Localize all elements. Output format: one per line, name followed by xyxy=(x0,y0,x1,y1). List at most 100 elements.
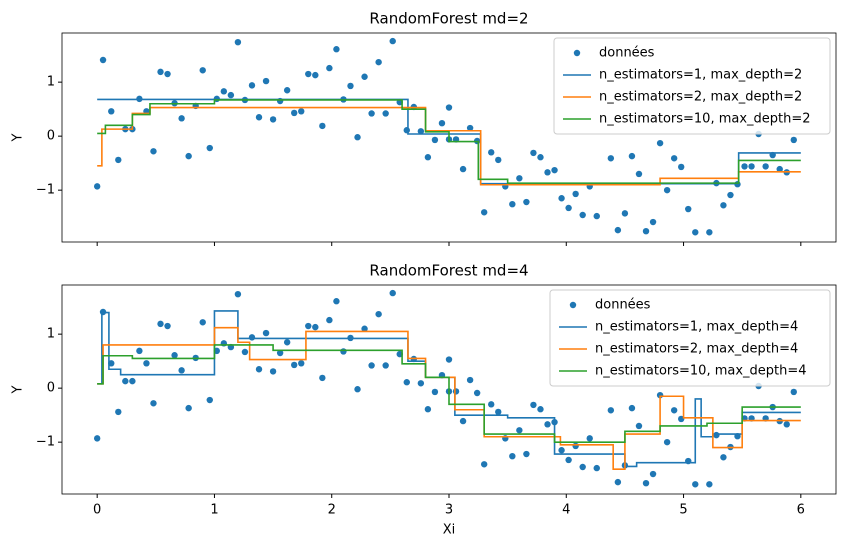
data-point xyxy=(621,210,629,217)
data-point xyxy=(523,198,530,206)
data-point xyxy=(480,209,488,216)
data-point xyxy=(649,218,657,226)
data-point xyxy=(326,64,333,72)
data-point xyxy=(762,163,769,170)
data-point xyxy=(333,298,340,305)
data-point xyxy=(389,37,396,45)
data-point xyxy=(276,349,284,357)
data-point xyxy=(586,435,593,442)
data-point xyxy=(424,406,432,413)
data-point xyxy=(129,377,136,385)
data-point xyxy=(720,202,727,209)
y-tick-label: 1 xyxy=(47,75,55,90)
data-point xyxy=(291,361,298,369)
legend-label: n_estimators=10, max_depth=4 xyxy=(595,364,807,379)
step-line xyxy=(97,344,801,443)
data-point xyxy=(340,348,347,355)
data-point xyxy=(382,362,389,369)
legend-marker xyxy=(573,49,581,57)
data-point xyxy=(579,211,586,219)
data-point xyxy=(530,401,537,409)
legend-label: données xyxy=(595,298,651,313)
x-tick-label: 2 xyxy=(328,503,336,518)
data-point xyxy=(298,108,305,115)
data-point xyxy=(305,322,312,330)
data-point xyxy=(544,421,551,428)
data-point xyxy=(642,479,650,487)
legend-label: n_estimators=2, max_depth=2 xyxy=(599,90,802,105)
subplot-title: RandomForest md=4 xyxy=(369,262,528,280)
plot-area xyxy=(93,289,801,488)
legend-marker xyxy=(569,301,577,309)
y-tick-label: 1 xyxy=(47,327,55,342)
data-point xyxy=(283,87,291,94)
legend-label: n_estimators=1, max_depth=2 xyxy=(599,68,802,83)
data-point xyxy=(143,360,150,367)
data-point xyxy=(692,229,699,236)
data-point xyxy=(199,67,206,74)
data-point xyxy=(670,407,678,414)
data-point xyxy=(108,108,115,115)
data-point xyxy=(607,407,615,414)
data-point xyxy=(382,110,389,117)
data-point xyxy=(783,421,790,428)
y-tick-label: −1 xyxy=(36,183,55,198)
data-point xyxy=(115,408,122,416)
data-point xyxy=(431,136,439,144)
data-point xyxy=(185,404,192,412)
data-point xyxy=(283,339,291,346)
y-tick-label: −1 xyxy=(36,435,55,450)
data-point xyxy=(628,404,636,412)
data-point xyxy=(607,155,615,162)
data-point xyxy=(178,367,185,374)
step-line xyxy=(97,326,801,470)
data-point xyxy=(649,470,657,478)
data-point xyxy=(516,175,523,182)
data-point xyxy=(565,204,572,212)
data-point xyxy=(790,388,797,396)
data-point xyxy=(354,386,361,393)
data-point xyxy=(593,464,600,472)
x-tick-label: 1 xyxy=(210,503,218,518)
data-point xyxy=(234,38,242,46)
data-point xyxy=(269,116,277,123)
data-point xyxy=(614,478,622,486)
legend: données n_estimators=1, max_depth=2 n_esti… xyxy=(553,37,831,135)
data-point xyxy=(614,226,622,234)
data-point xyxy=(473,389,481,397)
data-point xyxy=(375,310,382,318)
legend-label: n_estimators=2, max_depth=4 xyxy=(595,342,798,357)
data-point xyxy=(136,347,143,355)
data-point xyxy=(248,82,256,89)
data-point xyxy=(220,88,228,95)
data-point xyxy=(509,452,516,460)
data-point xyxy=(706,229,713,236)
data-point xyxy=(670,155,678,162)
data-point xyxy=(537,154,544,161)
data-point xyxy=(459,165,467,173)
data-point xyxy=(424,154,432,161)
data-point xyxy=(706,481,713,488)
data-point xyxy=(262,77,270,85)
data-point xyxy=(459,417,467,425)
data-point xyxy=(368,362,375,369)
data-point xyxy=(495,156,502,164)
y-tick-label: 0 xyxy=(47,129,55,144)
data-point xyxy=(713,431,720,439)
data-point xyxy=(558,195,565,202)
data-point xyxy=(663,186,671,194)
data-point xyxy=(241,348,249,356)
subplot: RandomForest md=2 Y −1 0 1 données n_estimator… xyxy=(11,10,837,246)
x-axis-label: Xi xyxy=(443,523,456,538)
data-point xyxy=(642,227,650,235)
data-point xyxy=(635,422,643,430)
data-point xyxy=(157,320,164,328)
y-axis-label: Y xyxy=(11,385,26,394)
data-point xyxy=(361,325,368,332)
data-point xyxy=(551,166,558,174)
subplot: RandomForest md=4 Y Xi 0 1 2 3 4 5 6 −1 0 1 données n_… xyxy=(11,262,837,538)
axes-frame xyxy=(61,284,837,495)
axes-frame xyxy=(61,32,837,243)
data-point xyxy=(790,136,797,144)
